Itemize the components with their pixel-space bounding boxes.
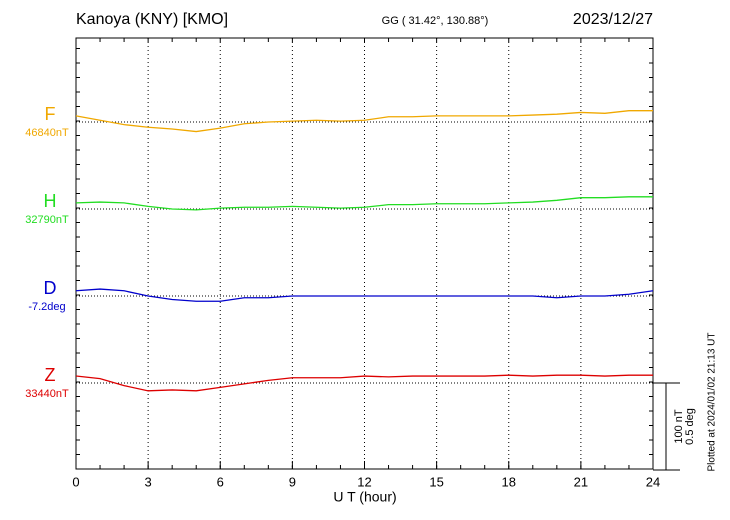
x-tick-label: 24 bbox=[646, 474, 660, 489]
chart-title: Kanoya (KNY) [KMO] bbox=[76, 11, 228, 28]
x-tick-label: 9 bbox=[289, 474, 296, 489]
series-line bbox=[75, 288, 654, 302]
baseline-label: 33440nT bbox=[25, 388, 69, 400]
x-tick-label: 6 bbox=[217, 474, 224, 489]
x-tick-label: 3 bbox=[145, 474, 152, 489]
x-tick-label: 12 bbox=[357, 474, 371, 489]
x-tick-label: 0 bbox=[72, 474, 79, 489]
baseline-label: -7.2deg bbox=[28, 301, 65, 313]
series-name: D bbox=[44, 278, 57, 298]
scale-bar-label: 0.5 deg bbox=[684, 408, 696, 445]
x-tick-label: 21 bbox=[574, 474, 588, 489]
scale-bar-label: 100 nT bbox=[673, 409, 685, 444]
series-name: H bbox=[44, 191, 57, 211]
baseline-label: 46840nT bbox=[25, 127, 69, 139]
series-line bbox=[75, 110, 653, 133]
series-line bbox=[75, 374, 653, 392]
footnote: Plotted at 2024/01/02 21:13 UT bbox=[707, 333, 718, 472]
chart-subtitle: GG ( 31.42°, 130.88°) bbox=[382, 15, 489, 27]
series-line bbox=[75, 196, 653, 211]
baseline-label: 32790nT bbox=[25, 214, 69, 226]
x-tick-label: 15 bbox=[429, 474, 443, 489]
series-name: F bbox=[45, 104, 56, 124]
x-tick-label: 18 bbox=[502, 474, 516, 489]
series-name: Z bbox=[45, 365, 56, 385]
chart-date: 2023/12/27 bbox=[573, 11, 653, 28]
x-axis-label: U T (hour) bbox=[333, 489, 396, 505]
